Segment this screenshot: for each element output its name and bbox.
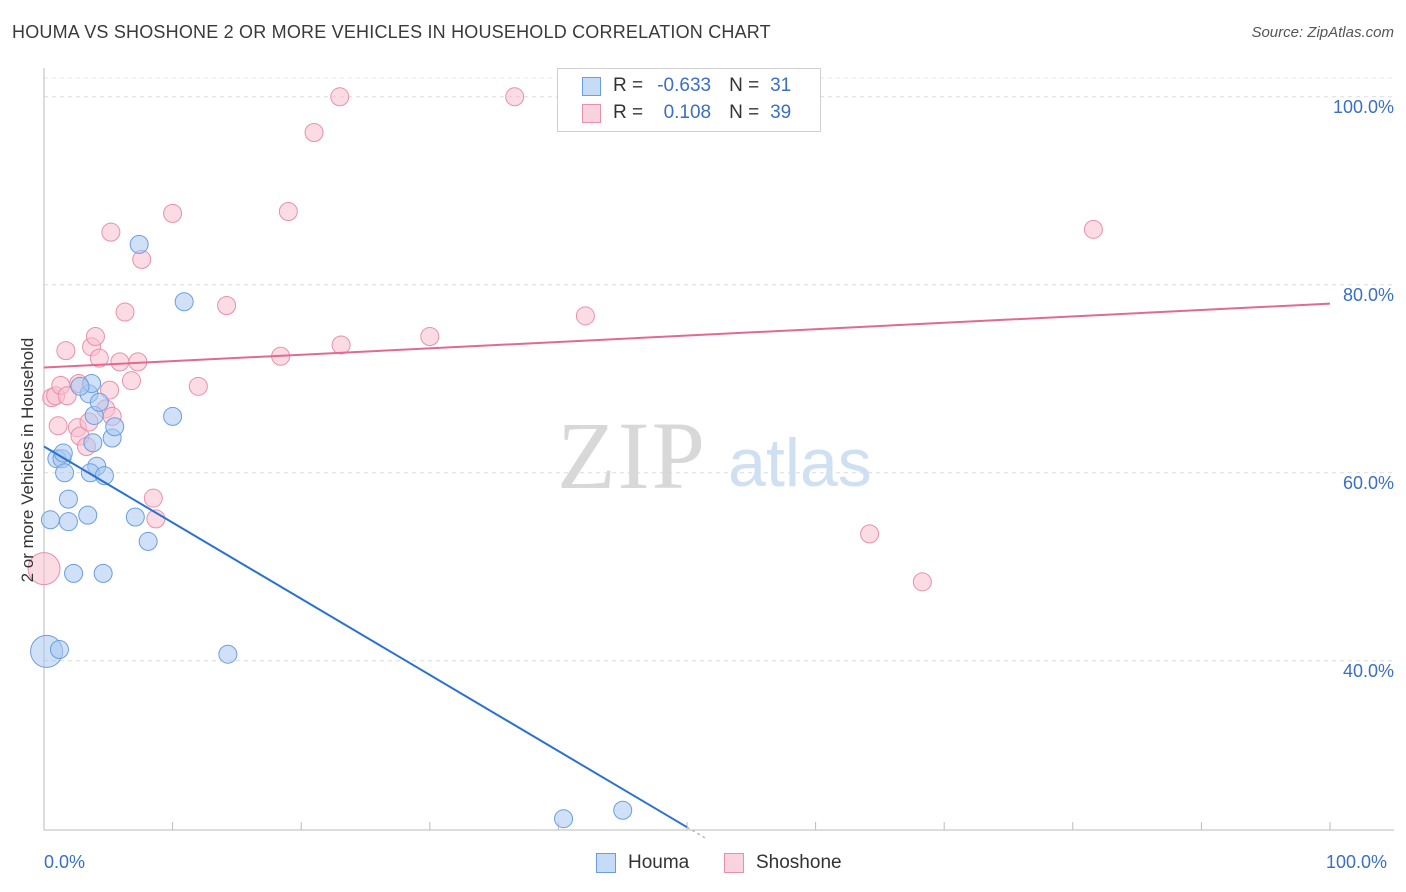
data-point-houma — [49, 640, 69, 660]
data-point-shoshone — [101, 222, 121, 242]
data-point-houma — [58, 489, 78, 509]
y-axis-label: 2 or more Vehicles in Household — [18, 337, 37, 583]
correlation-legend: R = -0.633 N = 31 R = 0.108 N = 39 — [557, 68, 821, 132]
watermark: ZIP atlas — [557, 402, 872, 509]
data-point-shoshone — [217, 295, 237, 315]
data-point-shoshone — [575, 306, 595, 326]
data-point-shoshone — [331, 335, 351, 355]
axes — [43, 68, 1394, 831]
legend-row-shoshone: R = 0.108 N = 39 — [582, 101, 791, 125]
data-point-shoshone — [860, 524, 880, 544]
trend-line-shoshone — [43, 302, 1331, 369]
y-tick-label: 80.0% — [1343, 285, 1394, 305]
data-point-shoshone — [57, 386, 77, 406]
trend-lines — [43, 302, 1331, 840]
data-point-shoshone — [115, 302, 135, 322]
data-point-houma — [83, 433, 103, 453]
data-point-shoshone — [85, 327, 105, 346]
data-point-houma — [64, 563, 84, 583]
data-point-shoshone — [27, 552, 61, 586]
data-point-shoshone — [278, 201, 298, 221]
data-point-shoshone — [89, 348, 109, 368]
data-point-shoshone — [56, 341, 76, 361]
legend-swatch-shoshone — [724, 853, 744, 873]
data-point-houma — [125, 507, 145, 527]
data-point-houma — [89, 392, 109, 412]
data-point-houma — [105, 417, 125, 437]
data-point-houma — [613, 800, 633, 820]
chart-title: HOUMA VS SHOSHONE 2 OR MORE VEHICLES IN … — [12, 22, 771, 42]
legend-swatch-shoshone — [582, 103, 601, 123]
legend-n-label: N = — [729, 102, 760, 123]
trend-line-houma-extension — [686, 826, 707, 840]
data-point-shoshone — [505, 87, 525, 107]
data-point-shoshone — [143, 488, 163, 508]
data-point-houma — [40, 510, 60, 530]
source-credit: Source: ZipAtlas.com — [1251, 24, 1394, 41]
data-point-shoshone — [48, 416, 68, 436]
data-point-shoshone — [110, 352, 130, 372]
y-tick-label: 40.0% — [1343, 661, 1394, 681]
data-point-houma — [55, 463, 75, 483]
data-point-shoshone — [163, 203, 183, 223]
trend-line-houma — [43, 445, 688, 829]
legend-row-houma: R = -0.633 N = 31 — [582, 74, 791, 98]
legend-n-value: 39 — [770, 102, 792, 123]
legend-r-value: 0.108 — [663, 102, 712, 123]
legend-swatch-houma — [596, 853, 616, 873]
x-tick-label-min: 0.0% — [44, 852, 86, 872]
legend-item-houma[interactable]: Houma — [596, 852, 689, 874]
legend-label-shoshone: Shoshone — [756, 852, 842, 873]
data-point-shoshone — [304, 123, 324, 143]
data-point-shoshone — [1083, 219, 1103, 239]
tick-labels: 100.0% 80.0% 60.0% 40.0% — [1333, 97, 1394, 681]
series-shoshone-points — [27, 87, 1103, 592]
legend-item-shoshone[interactable]: Shoshone — [724, 852, 842, 874]
y-tick-label: 60.0% — [1343, 473, 1394, 493]
watermark-zip: ZIP — [557, 402, 707, 509]
data-point-shoshone — [188, 376, 208, 396]
legend-swatch-houma — [582, 76, 601, 96]
data-point-shoshone — [420, 327, 440, 346]
data-point-houma — [163, 406, 183, 426]
legend-n-label: N = — [729, 75, 760, 96]
grid-lines — [44, 77, 1394, 662]
x-tick-label-max: 100.0% — [1326, 852, 1388, 872]
data-point-houma — [174, 292, 194, 312]
legend-r-label: R = — [613, 102, 644, 123]
legend-r-label: R = — [613, 75, 644, 96]
data-point-shoshone — [121, 371, 141, 391]
legend-n-value: 31 — [770, 75, 792, 96]
data-point-shoshone — [330, 87, 350, 107]
data-point-houma — [70, 376, 90, 396]
data-point-houma — [554, 809, 574, 829]
series-houma-points — [30, 234, 633, 829]
data-point-houma — [78, 505, 98, 525]
legend-label-houma: Houma — [628, 852, 690, 873]
y-tick-label: 100.0% — [1333, 97, 1394, 117]
data-point-houma — [129, 234, 149, 254]
data-point-houma — [138, 531, 158, 551]
legend-r-value: -0.633 — [657, 75, 712, 96]
data-point-houma — [58, 512, 78, 532]
data-point-houma — [218, 644, 238, 664]
data-point-shoshone — [100, 380, 120, 400]
data-point-houma — [93, 563, 113, 583]
watermark-atlas: atlas — [728, 425, 872, 501]
data-point-shoshone — [912, 572, 932, 592]
